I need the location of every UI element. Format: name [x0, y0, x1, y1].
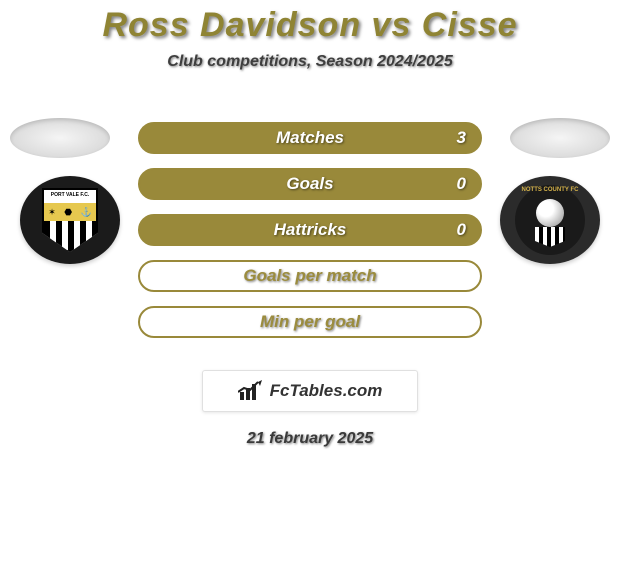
- player-photo-left: [10, 118, 110, 158]
- stat-label: Matches: [276, 128, 344, 148]
- stat-row: Goals 0: [138, 168, 482, 200]
- stat-row: Goals per match: [138, 260, 482, 292]
- page-title: Ross Davidson vs Cisse: [0, 0, 620, 45]
- club-badge-left: PORT VALE F.C. ✶⬣⚓ 1876: [20, 176, 120, 264]
- club-name-right: NOTTS COUNTY FC: [515, 187, 585, 193]
- stat-row: Min per goal: [138, 306, 482, 338]
- bar-chart-icon: [238, 380, 264, 402]
- club-name-left: PORT VALE F.C.: [51, 192, 90, 198]
- brand-text: FcTables.com: [270, 381, 383, 401]
- date-line: 21 february 2025: [0, 430, 620, 448]
- stat-value-right: 3: [457, 128, 466, 148]
- stat-label: Min per goal: [260, 312, 360, 332]
- brand-badge[interactable]: FcTables.com: [202, 370, 418, 412]
- stats-table: Matches 3 Goals 0 Hattricks 0 Goals per match M…: [138, 122, 482, 352]
- player-photo-right: [510, 118, 610, 158]
- stat-row: Matches 3: [138, 122, 482, 154]
- club-badge-right: NOTTS COUNTY FC: [500, 176, 600, 264]
- subtitle: Club competitions, Season 2024/2025: [0, 53, 620, 71]
- stat-value-right: 0: [457, 174, 466, 194]
- stat-label: Goals: [286, 174, 333, 194]
- stat-row: Hattricks 0: [138, 214, 482, 246]
- stat-label: Goals per match: [243, 266, 376, 286]
- stat-label: Hattricks: [274, 220, 347, 240]
- club-year-left: 1876: [44, 253, 96, 259]
- stat-value-right: 0: [457, 220, 466, 240]
